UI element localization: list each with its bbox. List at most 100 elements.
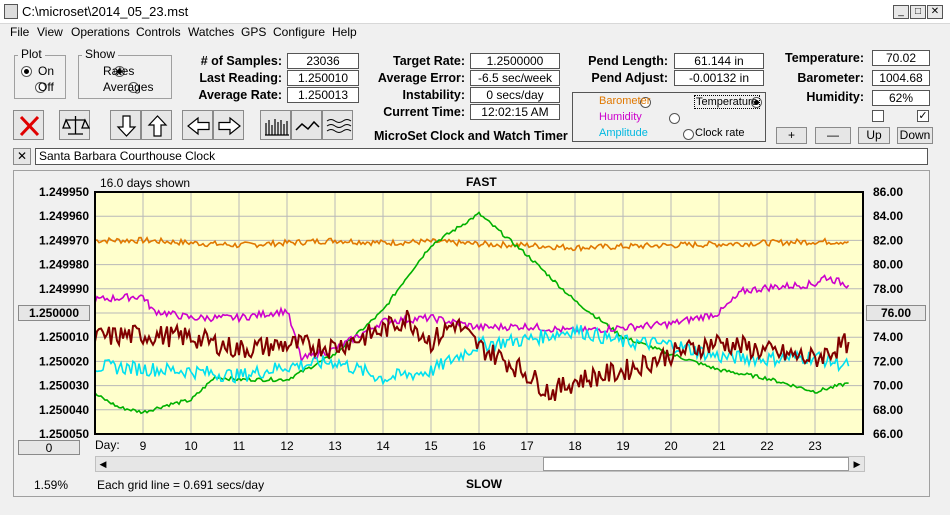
amplitude-radio[interactable]	[683, 129, 695, 140]
y-right-tick-label: 66.00	[873, 427, 903, 441]
menu-help[interactable]: Help	[332, 25, 357, 39]
arrow-down-button[interactable]	[110, 110, 141, 140]
minimize-button[interactable]: _	[893, 5, 909, 19]
x-tick-label: 20	[664, 439, 678, 453]
scale-up-button[interactable]: Up	[858, 127, 890, 144]
average-error-label: Average Error:	[377, 71, 465, 85]
x-tick-label: 11	[233, 439, 246, 453]
temperature-label: Temperature:	[785, 51, 864, 65]
balance-button[interactable]	[59, 110, 91, 140]
arrow-right-button[interactable]	[213, 110, 244, 140]
left-center-button[interactable]: 1.250000	[18, 305, 90, 321]
scroll-right-icon[interactable]: ▶	[853, 459, 861, 469]
instability-value: 0 secs/day	[470, 87, 560, 103]
x-tick-label: 9	[140, 439, 147, 453]
close-window-button[interactable]: ✕	[927, 5, 943, 19]
scroll-thumb[interactable]	[543, 457, 849, 471]
y-left-tick-label: 1.249970	[39, 233, 89, 247]
y-right-tick-label: 82.00	[873, 233, 903, 247]
y-left-tick-label: 1.250020	[39, 354, 89, 368]
menu-watches[interactable]: Watches	[188, 25, 235, 39]
y-left-tick-label: 1.249960	[39, 209, 89, 223]
x-tick-label: 14	[376, 439, 390, 453]
multi-wave-button[interactable]	[322, 110, 353, 140]
plot-border	[94, 191, 864, 435]
app-icon	[4, 4, 18, 19]
left-checkbox[interactable]	[872, 110, 884, 122]
barometer-radio[interactable]	[640, 97, 652, 108]
amplitude-option-label: Amplitude	[599, 127, 648, 139]
scale-down-button[interactable]: Down	[897, 127, 933, 144]
y-right-tick-label: 84.00	[873, 209, 903, 223]
y-left-tick-label: 1.249990	[39, 282, 89, 296]
show-rates-radio[interactable]	[113, 66, 125, 77]
menu-view[interactable]: View	[37, 25, 63, 39]
scale-plus-button[interactable]: +	[776, 127, 807, 144]
temperature-value: 70.02	[872, 50, 930, 66]
y-left-tick-label: 1.250030	[39, 379, 89, 393]
arrow-left-button[interactable]	[182, 110, 213, 140]
y-right-tick-label: 70.00	[873, 379, 903, 393]
y-left-tick-label: 1.249950	[39, 185, 89, 199]
samples-value: 23036	[287, 53, 359, 69]
plot-off-radio[interactable]	[35, 82, 47, 93]
scale-minus-button[interactable]: —	[815, 127, 851, 144]
plot-off-label: Off	[38, 80, 54, 94]
wave-icon	[295, 120, 320, 131]
right-center-button[interactable]: 76.00	[866, 305, 926, 321]
show-group	[78, 55, 172, 99]
arrow-left-icon	[187, 116, 210, 136]
x-tick-label: 15	[424, 439, 438, 453]
average-error-value: -6.5 sec/week	[470, 70, 560, 86]
watch-name-input[interactable]: Santa Barbara Courthouse Clock	[35, 148, 928, 165]
humidity-value: 62%	[872, 90, 930, 106]
right-checkbox[interactable]: ✓	[917, 110, 929, 122]
menu-operations[interactable]: Operations	[71, 25, 130, 39]
pend-adjust-value: -0.00132 in	[674, 70, 764, 86]
barometer-label: Barometer:	[797, 71, 864, 85]
bars-button[interactable]	[260, 110, 291, 140]
title-bar: C:\microset\2014_05_23.mst _ □ ✕	[0, 0, 950, 24]
show-group-title: Show	[82, 47, 119, 61]
balance-icon	[62, 116, 91, 135]
fast-label: FAST	[466, 175, 497, 189]
y-left-tick-label: 1.250050	[39, 427, 89, 441]
menu-gps[interactable]: GPS	[241, 25, 267, 39]
x-tick-label: 17	[520, 439, 534, 453]
barometer-value: 1004.68	[872, 70, 930, 86]
maximize-button[interactable]: □	[910, 5, 926, 19]
arrow-up-button[interactable]	[141, 110, 172, 140]
menu-file[interactable]: File	[10, 25, 30, 39]
arrow-down-icon	[116, 115, 137, 137]
wave-button[interactable]	[291, 110, 322, 140]
menu-controls[interactable]: Controls	[136, 25, 181, 39]
clear-icon	[19, 115, 40, 137]
pend-length-label: Pend Length:	[588, 54, 668, 68]
humidity-option-label: Humidity	[599, 111, 642, 123]
current-time-value: 12:02:15 AM	[470, 104, 560, 120]
window-title: C:\microset\2014_05_23.mst	[22, 4, 189, 19]
humidity-label: Humidity:	[806, 90, 864, 104]
menu-bar: File View Operations Controls Watches GP…	[0, 24, 950, 42]
menu-configure[interactable]: Configure	[273, 25, 326, 39]
percent-label: 1.59%	[34, 478, 69, 492]
x-tick-label: 13	[328, 439, 342, 453]
temperature-radio[interactable]	[750, 97, 762, 108]
bottom-left-button[interactable]: 0	[18, 440, 80, 455]
x-tick-label: 18	[568, 439, 582, 453]
pend-adjust-label: Pend Adjust:	[591, 71, 668, 85]
show-averages-label: Averages	[103, 80, 154, 94]
arrow-right-icon	[218, 116, 241, 136]
series-line-3	[94, 323, 850, 386]
x-tick-label: 21	[712, 439, 726, 453]
aux-select-box	[572, 92, 766, 142]
watch-close-button[interactable]: ✕	[13, 148, 31, 165]
plot-on-radio[interactable]	[21, 66, 32, 77]
y-right-tick-label: 72.00	[873, 354, 903, 368]
scroll-left-icon[interactable]: ◀	[99, 459, 107, 469]
grid-note-label: Each grid line = 0.691 secs/day	[97, 478, 265, 492]
clear-button[interactable]	[13, 110, 44, 140]
humidity-radio[interactable]	[669, 113, 681, 124]
target-rate-value[interactable]: 1.2500000	[470, 53, 560, 69]
show-averages-radio[interactable]	[128, 82, 140, 93]
